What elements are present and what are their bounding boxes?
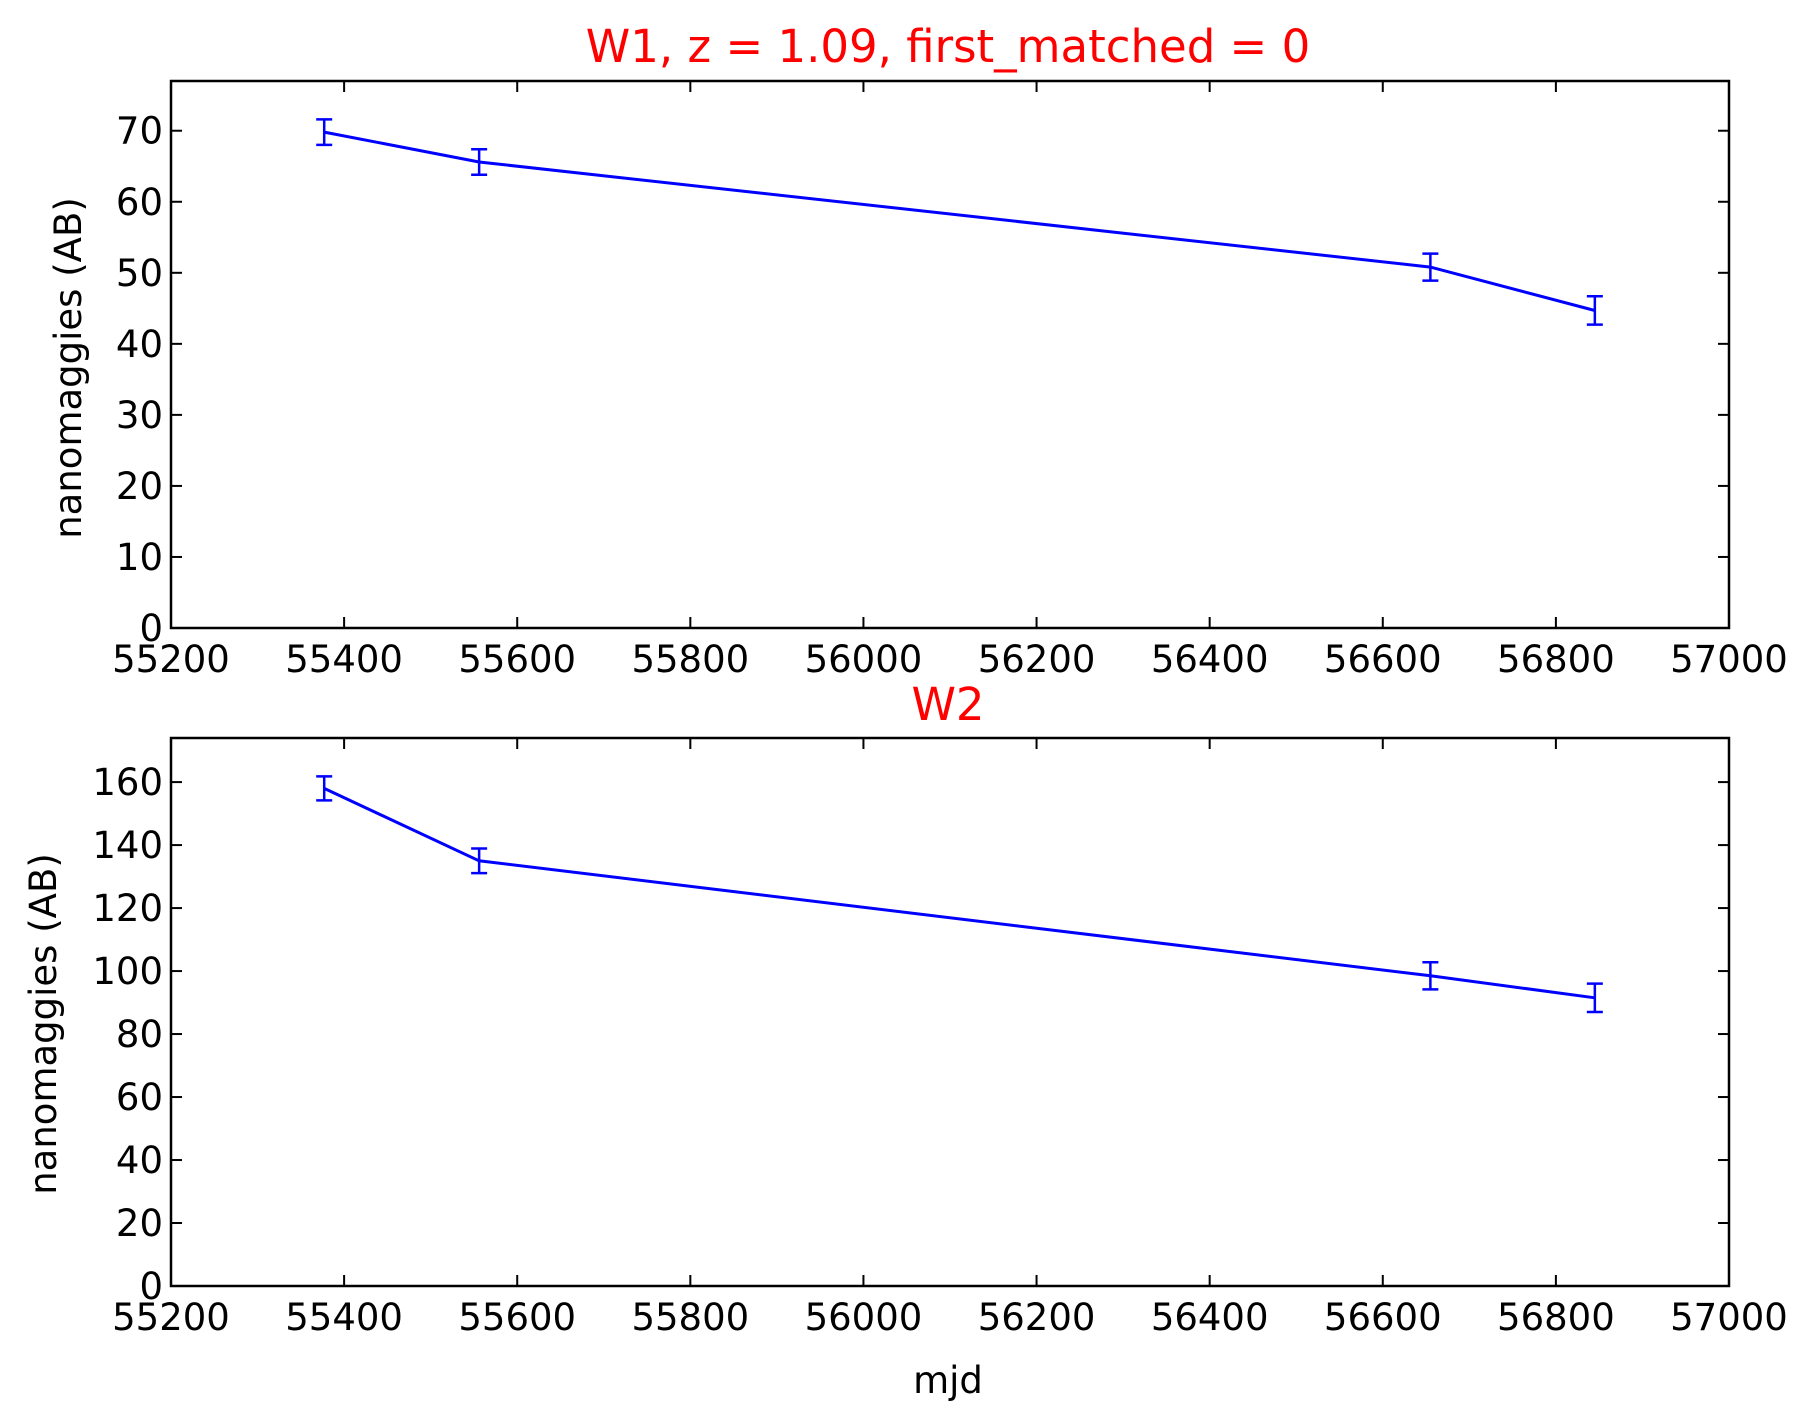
- w2-plot-frame: [169, 736, 1731, 1288]
- w2-xtick-label: 56800: [1497, 1296, 1615, 1339]
- w2-xtick-label: 56000: [805, 1296, 923, 1339]
- w1-xtick-label: 55600: [458, 638, 576, 681]
- w2-marks: [316, 775, 1603, 1014]
- w2-ytick-label: 140: [92, 824, 163, 867]
- w1-ytick-label: 20: [116, 465, 163, 508]
- w2-ytick-label: 20: [116, 1202, 163, 1245]
- w1-xtick-label: 56000: [805, 638, 923, 681]
- w2-xtick-label: 55200: [112, 1296, 230, 1339]
- w1-xtick-label: 55200: [112, 638, 230, 681]
- w1-series-line: [323, 130, 1596, 312]
- w2-title: W2: [911, 678, 984, 731]
- w1-marks: [316, 118, 1603, 326]
- w2-xtick-label: 56400: [1151, 1296, 1269, 1339]
- w1-title: W1, z = 1.09, first_matched = 0: [586, 20, 1310, 73]
- w1-ticks: 55200 55400 55600 55800 56000 56200 56400 56600…: [112, 81, 1788, 681]
- w2-xlabel: mjd: [913, 1359, 983, 1402]
- w2-xtick-label: 55400: [285, 1296, 403, 1339]
- w1-ytick-label: 0: [139, 607, 163, 650]
- w1-ytick-label: 40: [116, 323, 163, 366]
- w2-xtick-label: 56200: [978, 1296, 1096, 1339]
- w2-ticks: 55200 55400 55600 55800 56000 56200 56400 56600…: [92, 738, 1788, 1339]
- w2-ylabel: nanomaggies (AB): [22, 853, 65, 1195]
- w2-ytick-label: 80: [116, 1013, 163, 1056]
- w1-xtick-label: 56200: [978, 638, 1096, 681]
- w2-xtick-label: 55800: [631, 1296, 749, 1339]
- w1-ylabel: nanomaggies (AB): [47, 197, 90, 539]
- w2-xtick-label: 57000: [1670, 1296, 1788, 1339]
- w2-ytick-label: 40: [116, 1139, 163, 1182]
- w2-ytick-label: 120: [92, 887, 163, 930]
- w1-plot-frame: [169, 79, 1731, 630]
- w1-ytick-label: 30: [116, 394, 163, 437]
- w1-ytick-label: 70: [116, 110, 163, 153]
- w2-ytick-label: 60: [116, 1076, 163, 1119]
- w2-panel: W2 nanomaggies (AB) mjd 55200 55400 55600 5…: [22, 678, 1788, 1402]
- w1-xtick-label: 56400: [1151, 638, 1269, 681]
- w2-ytick-label: 0: [139, 1265, 163, 1308]
- w2-ytick-label: 160: [92, 761, 163, 804]
- w2-xtick-label: 56600: [1324, 1296, 1442, 1339]
- w1-ytick-label: 60: [116, 181, 163, 224]
- w1-xtick-label: 56800: [1497, 638, 1615, 681]
- w2-ytick-label: 100: [92, 950, 163, 993]
- w1-xtick-label: 55800: [631, 638, 749, 681]
- w1-xtick-label: 55400: [285, 638, 403, 681]
- w1-xtick-label: 57000: [1670, 638, 1788, 681]
- w1-panel: W1, z = 1.09, first_matched = 0 nanomagg…: [47, 20, 1788, 681]
- w2-series-line: [323, 787, 1595, 1000]
- w1-ytick-label: 50: [116, 252, 163, 295]
- w1-ytick-label: 10: [116, 536, 163, 579]
- w2-xtick-label: 55600: [458, 1296, 576, 1339]
- w1-xtick-label: 56600: [1324, 638, 1442, 681]
